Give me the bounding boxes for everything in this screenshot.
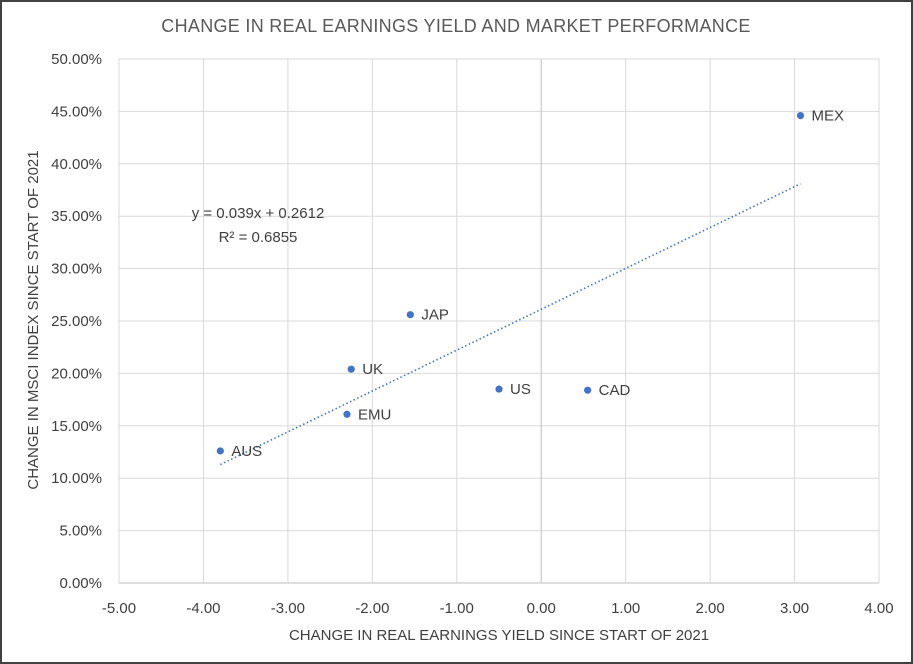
x-tick-label: -2.00	[355, 600, 389, 617]
trendline-equation-group: y = 0.039x + 0.2612 R² = 0.6855	[192, 205, 325, 246]
x-tick-label: -3.00	[271, 600, 305, 617]
chart-title: CHANGE IN REAL EARNINGS YIELD AND MARKET…	[161, 16, 750, 36]
x-tick-label: -1.00	[440, 600, 474, 617]
data-points	[216, 111, 805, 455]
data-labels: AUS EMU UK JAP US CAD MEX	[231, 108, 844, 460]
data-point-jap	[406, 311, 414, 319]
y-tick-label: 20.00%	[51, 365, 102, 382]
gridlines	[118, 58, 880, 584]
x-tick-label: 2.00	[696, 600, 725, 617]
x-tick-label: 1.00	[611, 600, 640, 617]
x-tick-label: 3.00	[780, 600, 809, 617]
trendline	[219, 183, 801, 466]
y-tick-label: 25.00%	[51, 313, 102, 330]
y-tick-label: 30.00%	[51, 261, 102, 278]
axes: 0.00% 5.00% 10.00% 15.00% 20.00% 25.00% 30.00%…	[51, 51, 893, 617]
x-tick-label: -5.00	[102, 600, 136, 617]
data-label-mex: MEX	[811, 108, 844, 125]
data-point-aus	[216, 447, 224, 455]
trendline-r-squared: R² = 0.6855	[219, 229, 298, 246]
data-label-emu: EMU	[358, 406, 391, 423]
data-label-us: US	[510, 381, 531, 398]
x-axis-title: CHANGE IN REAL EARNINGS YIELD SINCE STAR…	[289, 627, 709, 644]
x-tick-label: 0.00	[527, 600, 556, 617]
y-tick-label: 5.00%	[59, 523, 102, 540]
x-tick-label: 4.00	[864, 600, 893, 617]
y-tick-label: 50.00%	[51, 51, 102, 68]
y-axis-title: CHANGE IN MSCI INDEX SINCE START OF 2021	[25, 150, 42, 489]
trendline-group	[219, 183, 801, 466]
y-tick-label: 40.00%	[51, 156, 102, 173]
data-label-jap: JAP	[421, 307, 449, 324]
data-point-mex	[796, 111, 805, 120]
y-tick-label: 45.00%	[51, 103, 102, 120]
x-tick-label: -4.00	[186, 600, 220, 617]
data-point-cad	[584, 386, 592, 394]
y-tick-label: 0.00%	[59, 575, 102, 592]
y-tick-label: 10.00%	[51, 470, 102, 487]
data-label-cad: CAD	[599, 382, 631, 399]
data-point-us	[495, 385, 503, 393]
data-point-uk	[347, 365, 355, 373]
y-tick-label: 15.00%	[51, 418, 102, 435]
data-label-uk: UK	[362, 361, 383, 378]
data-label-aus: AUS	[231, 443, 262, 460]
trendline-equation: y = 0.039x + 0.2612	[192, 205, 325, 222]
data-point-emu	[343, 410, 351, 418]
y-tick-label: 35.00%	[51, 208, 102, 225]
